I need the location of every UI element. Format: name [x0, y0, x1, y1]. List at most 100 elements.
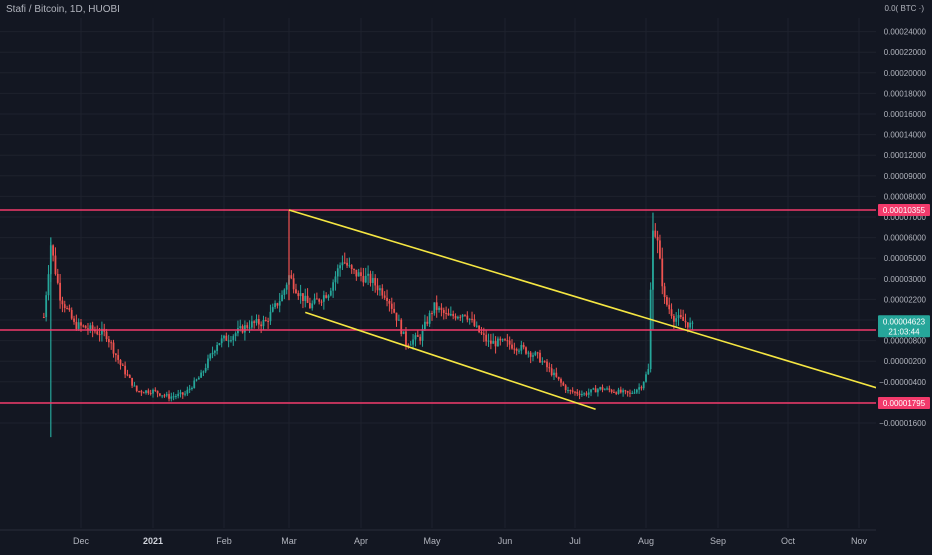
candle-body — [599, 387, 602, 390]
candle-body — [520, 344, 523, 351]
candle-body — [179, 392, 182, 394]
candle-body — [156, 390, 159, 394]
candle-body — [576, 391, 579, 394]
trend-line-lower[interactable] — [305, 311, 596, 411]
candle-body — [594, 388, 597, 393]
candle-body — [227, 340, 230, 342]
candle-body — [475, 325, 478, 327]
candle-body — [306, 295, 309, 303]
candle-body — [407, 345, 410, 347]
x-tick-label: Oct — [781, 536, 796, 546]
candle-body — [684, 320, 687, 323]
trend-line-upper[interactable] — [288, 209, 892, 393]
candle-body — [264, 319, 267, 321]
candle-body — [564, 385, 567, 391]
candle-body — [541, 361, 544, 363]
candle-body — [234, 333, 237, 337]
candle-body — [445, 312, 448, 314]
candle-body — [327, 295, 330, 298]
candle-body — [177, 393, 180, 397]
y-tick-label: 0.00002200 — [884, 295, 927, 304]
y-tick-label: 0.00007000 — [884, 213, 927, 222]
level-price-tag-text: 0.00010355 — [883, 206, 926, 215]
candle-body — [165, 394, 168, 396]
candle-body — [61, 300, 64, 305]
candle-body — [654, 230, 657, 237]
candle-body — [353, 269, 355, 271]
candle-body — [315, 298, 318, 300]
y-tick-label: 0.00003000 — [884, 275, 927, 284]
candle-body — [181, 392, 184, 395]
candle-body — [454, 316, 457, 319]
candle-body — [158, 393, 161, 396]
candle-body — [267, 320, 270, 322]
candle-body — [608, 388, 611, 390]
candle-body — [80, 322, 82, 326]
candle-body — [262, 319, 265, 327]
candle-body — [550, 368, 553, 376]
y-tick-label: −0.00001600 — [879, 419, 926, 428]
candle-body — [84, 325, 87, 329]
candle-body — [126, 374, 129, 376]
candle-body — [343, 262, 346, 264]
time-axis[interactable]: Dec 2021 Feb Mar Apr May Jun Jul Aug Sep Oct Nov — [0, 529, 876, 546]
candle-body — [663, 286, 666, 298]
candle-body — [492, 341, 495, 344]
candle-body — [45, 295, 48, 318]
candle-body — [679, 315, 682, 318]
candle-body — [480, 332, 483, 334]
candle-body — [322, 295, 325, 302]
candle-body — [147, 390, 150, 394]
candle-body — [304, 295, 307, 301]
candle-body — [200, 372, 202, 378]
candle-body — [431, 313, 433, 315]
candle-body — [421, 329, 424, 341]
candle-body — [497, 338, 499, 347]
candle-body — [393, 308, 396, 313]
candle-body — [360, 272, 362, 277]
candle-body — [532, 355, 534, 357]
candle-body — [606, 388, 608, 390]
candle-body — [59, 282, 61, 301]
price-axis-unit[interactable]: 0.0( BTC ·) — [884, 4, 924, 13]
candle-body — [426, 321, 429, 324]
candle-body — [70, 310, 73, 319]
candle-body — [243, 325, 246, 333]
candle-body — [230, 340, 232, 342]
candle-body — [73, 318, 75, 322]
candle-body — [329, 290, 332, 296]
y-tick-label: −0.00000400 — [879, 378, 926, 387]
candle-body — [379, 288, 381, 291]
candle-body — [661, 258, 664, 287]
candle-body — [96, 331, 99, 335]
candle-body — [522, 344, 525, 348]
candle-body — [668, 304, 671, 310]
candle-body — [675, 318, 678, 322]
current-price-tag-background — [878, 315, 930, 338]
candle-body — [624, 390, 627, 392]
price-axis[interactable]: 0.00024000 0.00022000 0.00020000 0.00018000… — [876, 0, 932, 550]
candle-body — [449, 313, 452, 316]
candle-body — [142, 392, 145, 394]
candle-body — [325, 295, 328, 298]
candle-body — [419, 336, 422, 341]
candle-body — [211, 352, 214, 355]
candle-body — [682, 317, 685, 321]
candle-body — [546, 361, 548, 368]
candle-body — [364, 275, 367, 283]
candle-body — [281, 294, 283, 302]
candle-body — [371, 277, 374, 283]
candle-body — [402, 331, 405, 334]
candle-body — [253, 321, 256, 323]
candle-body — [412, 339, 414, 345]
candle-body — [309, 302, 311, 309]
candle-body — [318, 299, 321, 302]
candle-body — [297, 293, 300, 297]
candle-body — [276, 303, 279, 306]
candle-body — [597, 389, 599, 393]
candle-body — [339, 265, 341, 269]
candle-body — [485, 334, 488, 342]
